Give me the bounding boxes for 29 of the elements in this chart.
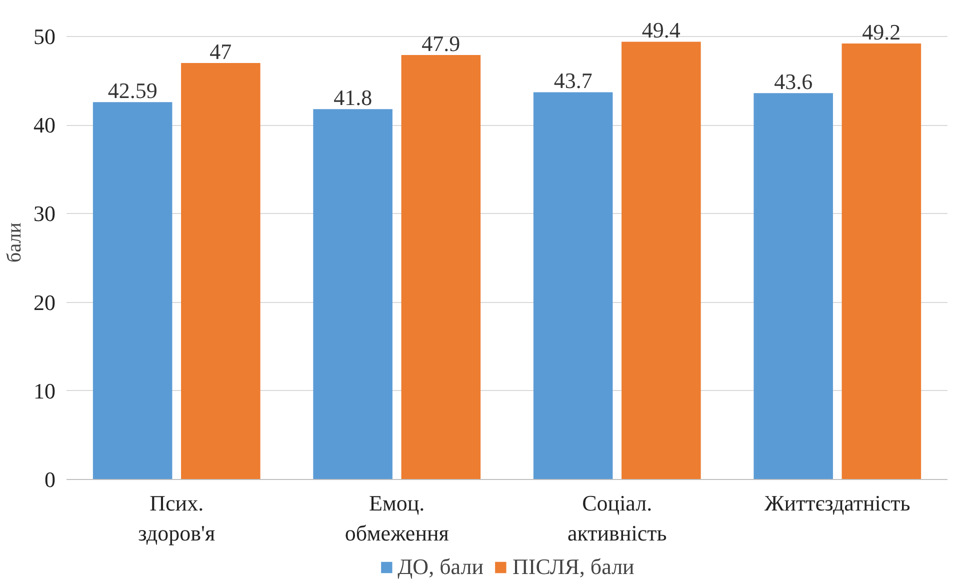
y-tick-label: 20: [34, 290, 56, 315]
y-tick-label: 0: [44, 467, 56, 492]
bar: [533, 92, 613, 480]
y-tick-label: 30: [34, 201, 56, 226]
bar: [842, 44, 922, 480]
bar: [313, 109, 392, 480]
bar: [401, 55, 481, 480]
data-label: 49.2: [862, 20, 901, 44]
x-tick-label: Соціал. активність: [568, 490, 667, 546]
data-label: 47: [210, 39, 232, 64]
x-tick-label: Життєздатність: [764, 490, 910, 516]
data-label: 43.6: [774, 69, 813, 94]
data-label: 47.9: [422, 31, 460, 56]
data-label: 42.59: [108, 78, 158, 104]
x-tick-label: Псих. здоров'я: [138, 490, 216, 546]
bar: [754, 93, 833, 480]
y-tick-label: 50: [34, 24, 56, 49]
data-label: 49.4: [642, 18, 680, 43]
legend-label: ПІСЛЯ, бали: [512, 554, 634, 580]
bar: [92, 102, 172, 480]
data-label: 43.7: [554, 68, 592, 94]
x-tick-label: Емоц. обмеження: [344, 490, 449, 546]
y-tick-label: 40: [34, 112, 56, 138]
y-tick-label: 10: [34, 378, 56, 404]
bar: [622, 42, 701, 480]
legend-label: ДО, бали: [398, 554, 484, 580]
data-label: 41.8: [334, 85, 372, 110]
y-axis-title: бали: [4, 222, 26, 262]
bar: [181, 63, 260, 480]
